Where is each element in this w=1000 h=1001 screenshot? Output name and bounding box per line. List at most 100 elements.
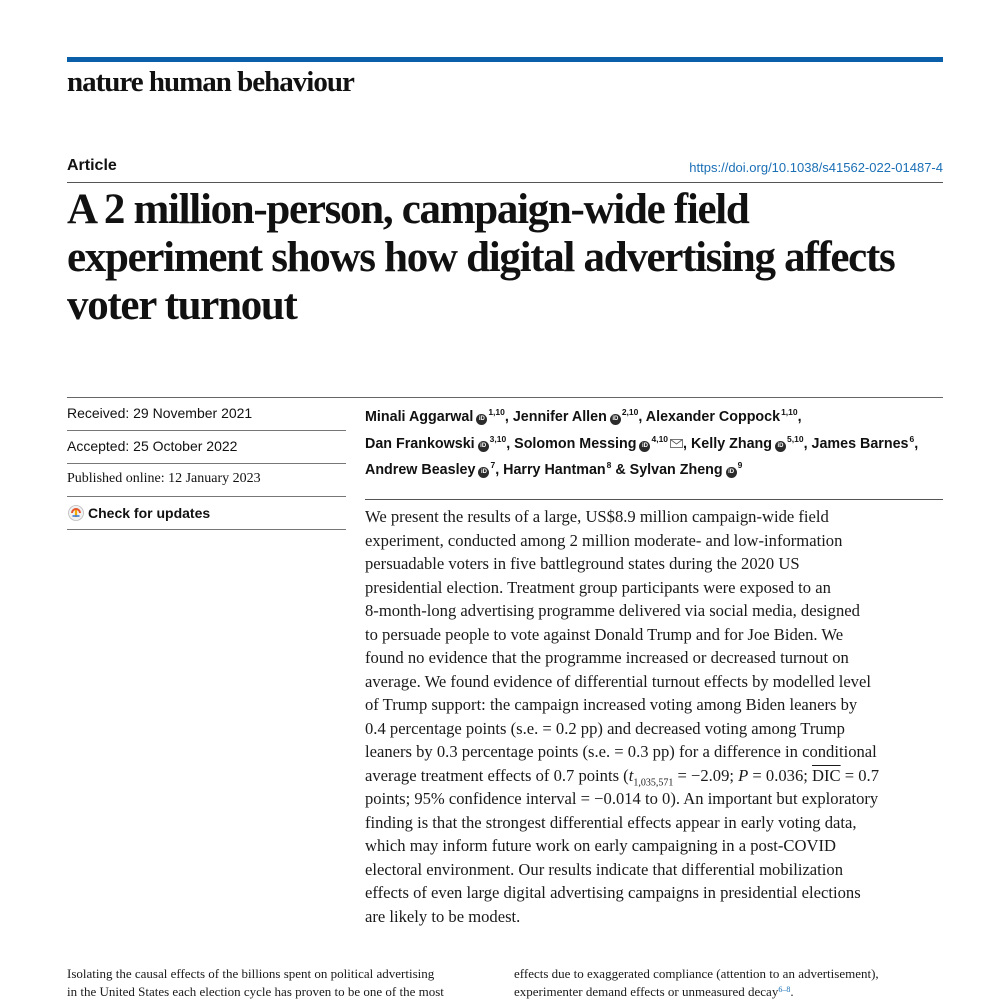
author[interactable]: Sylvan Zheng iD9	[629, 460, 743, 478]
email-icon[interactable]	[670, 438, 683, 448]
author[interactable]: Jennifer Allen iD2,10	[512, 407, 639, 425]
abstract-line: to persuade people to vote against Donal…	[365, 624, 844, 644]
author-name[interactable]: James Barnes	[811, 435, 909, 452]
t-statistic-symbol: t	[628, 765, 634, 785]
orcid-icon[interactable]: iD	[478, 467, 490, 478]
doi-link[interactable]: https://doi.org/10.1038/s41562-022-01487…	[689, 160, 943, 175]
body-line: experimenter demand effects or unmeasure…	[514, 983, 944, 1001]
author-name[interactable]: Minali Aggarwal	[365, 409, 474, 425]
header-rule	[67, 182, 943, 183]
author[interactable]: Andrew Beasley iD7	[365, 460, 496, 478]
author[interactable]: James Barnes6	[811, 433, 915, 452]
meta-divider	[67, 430, 346, 431]
abstract-line: 0.4 percentage points (s.e. = 0.2 pp) an…	[365, 718, 845, 738]
orcid-icon[interactable]: iD	[639, 440, 651, 452]
author-separator: ,	[495, 462, 504, 478]
abstract-line: persuadable voters in five battleground …	[365, 554, 800, 573]
author-separator: ,	[914, 435, 919, 452]
abstract-rule	[365, 499, 943, 500]
author[interactable]: Dan Frankowski iD3,10	[365, 433, 507, 452]
affiliation-marker: 5,10	[787, 433, 804, 444]
journal-name: nature human behaviour	[67, 66, 355, 98]
orcid-icon[interactable]: iD	[609, 414, 621, 425]
dic-symbol: DIC	[812, 765, 841, 785]
orcid-icon[interactable]: iD	[775, 440, 787, 452]
author-separator: ,	[797, 409, 802, 425]
author-separator: ,	[506, 435, 515, 452]
abstract-line-statistics: average treatment effects of 0.7 points …	[365, 764, 945, 788]
affiliation-marker: 2,10	[621, 407, 639, 417]
author-name[interactable]: Andrew Beasley	[365, 462, 476, 478]
affiliation-marker: 3,10	[489, 433, 507, 444]
orcid-icon[interactable]: iD	[725, 467, 737, 478]
author-name[interactable]: Harry Hantman	[503, 462, 606, 478]
author-separator: &	[611, 462, 630, 478]
affiliation-marker: 1,10	[488, 407, 505, 417]
body-line: Isolating the causal effects of the bill…	[67, 966, 435, 981]
affiliation-marker: 4,10	[651, 433, 669, 444]
abstract-line: We present the results of a large, US$8.…	[365, 507, 829, 526]
meta-divider	[67, 496, 346, 497]
check-for-updates-button[interactable]: Check for updates	[88, 505, 211, 521]
body-text: experimenter demand effects or unmeasure…	[514, 984, 779, 999]
abstract-line: are likely to be modest.	[365, 906, 521, 926]
accepted-date: Accepted: 25 October 2022	[67, 438, 238, 454]
abstract-line: of Trump support: the campaign increased…	[365, 695, 858, 714]
metadata-rule	[67, 397, 943, 398]
abstract-line: electoral environment. Our results indic…	[365, 859, 843, 879]
p-value-symbol: P	[738, 765, 749, 785]
author[interactable]: Alexander Coppock1,10	[645, 407, 798, 425]
abstract: We present the results of a large, US$8.…	[365, 505, 945, 928]
body-line: in the United States each election cycle…	[67, 984, 444, 999]
author-separator: ,	[504, 409, 513, 425]
body-column-left: Isolating the causal effects of the bill…	[67, 965, 497, 1001]
author[interactable]: Harry Hantman8	[503, 460, 612, 478]
author[interactable]: Kelly Zhang iD5,10	[690, 433, 804, 452]
author-name[interactable]: Jennifer Allen	[512, 409, 607, 425]
degrees-of-freedom: 1,035,571	[633, 776, 674, 788]
abstract-text: average treatment effects of 0.7 points …	[365, 765, 629, 785]
citation-link[interactable]: 6–8	[778, 985, 791, 994]
orcid-icon[interactable]: iD	[477, 440, 489, 452]
meta-divider	[67, 529, 346, 530]
author-name[interactable]: Alexander Coppock	[645, 409, 781, 425]
abstract-line: effects of even large digital advertisin…	[365, 883, 861, 902]
body-column-right: effects due to exaggerated compliance (a…	[514, 965, 944, 1001]
author-name[interactable]: Sylvan Zheng	[629, 462, 723, 478]
abstract-line: average. We found evidence of differenti…	[365, 671, 871, 691]
article-type: Article	[67, 157, 117, 174]
body-line: effects due to exaggerated compliance (a…	[514, 966, 879, 981]
affiliation-marker: 8	[606, 460, 612, 470]
abstract-line: found no evidence that the programme inc…	[365, 648, 849, 667]
author-name[interactable]: Kelly Zhang	[690, 435, 773, 452]
abstract-text: = 0.036;	[748, 765, 813, 785]
abstract-line: finding is that the strongest differenti…	[365, 812, 857, 832]
abstract-line: points; 95% confidence interval = −0.014…	[365, 789, 879, 808]
published-date: Published online: 12 January 2023	[67, 471, 261, 486]
meta-divider	[67, 463, 346, 464]
abstract-line: which may inform future work on early ca…	[365, 836, 836, 855]
affiliation-marker: 9	[737, 460, 743, 470]
author-separator: ,	[683, 435, 691, 452]
affiliation-marker: 1,10	[781, 407, 798, 417]
author-name[interactable]: Dan Frankowski	[365, 435, 475, 452]
abstract-text: = 0.7	[840, 765, 880, 785]
orcid-icon[interactable]: iD	[476, 414, 488, 425]
author-list: Minali Aggarwal iD1,10, Jennifer Allen iD2…	[365, 402, 945, 482]
abstract-line: presidential election. Treatment group p…	[365, 577, 831, 597]
abstract-line: 8-month-long advertising programme deliv…	[365, 601, 860, 620]
abstract-text: = −2.09;	[673, 765, 739, 785]
affiliation-marker: 7	[490, 460, 496, 470]
author[interactable]: Minali Aggarwal iD1,10	[365, 407, 505, 425]
article-title: A 2 million-person, campaign-wide field …	[67, 186, 896, 329]
abstract-line: experiment, conducted among 2 million mo…	[365, 530, 843, 550]
affiliation-marker: 6	[909, 433, 915, 444]
author-separator: ,	[803, 435, 812, 452]
received-date: Received: 29 November 2021	[67, 405, 253, 421]
journal-header-bar	[67, 57, 943, 62]
author-name[interactable]: Solomon Messing	[514, 435, 637, 452]
check-for-updates-icon[interactable]	[68, 505, 84, 521]
author[interactable]: Solomon Messing iD4,10	[514, 433, 683, 452]
body-text: .	[790, 984, 794, 999]
author-separator: ,	[638, 409, 646, 425]
